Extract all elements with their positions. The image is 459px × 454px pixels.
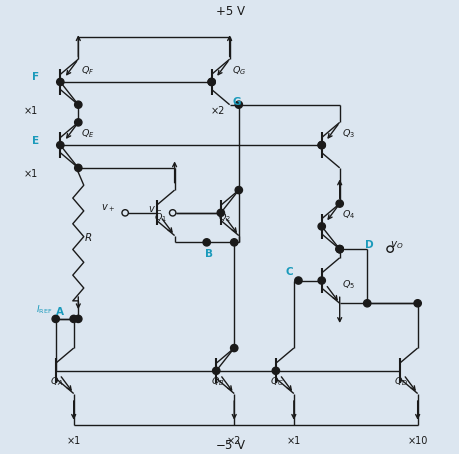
Text: D: D [364, 240, 373, 250]
Circle shape [56, 79, 64, 85]
Text: $v_-$: $v_-$ [148, 203, 162, 213]
Text: $Q_{E}$: $Q_{E}$ [80, 128, 94, 140]
Circle shape [363, 300, 370, 307]
Text: ×1: ×1 [23, 106, 38, 116]
Text: ×2: ×2 [210, 106, 225, 116]
Text: $v_O$: $v_O$ [389, 240, 403, 252]
Text: F: F [32, 73, 39, 83]
Circle shape [336, 246, 342, 253]
Text: $Q_{1}$: $Q_{1}$ [153, 211, 167, 223]
Text: $I_{\mathrm{REF}}$: $I_{\mathrm{REF}}$ [36, 304, 52, 316]
Text: $Q_{F}$: $Q_{F}$ [80, 64, 94, 77]
Circle shape [230, 239, 237, 246]
Text: $-$5 V: $-$5 V [214, 439, 245, 452]
Circle shape [317, 142, 325, 149]
Circle shape [217, 209, 224, 217]
Text: $v_+$: $v_+$ [101, 202, 114, 214]
Text: $Q_{A}$: $Q_{A}$ [50, 376, 64, 388]
Text: $R$: $R$ [84, 231, 92, 242]
Circle shape [317, 277, 325, 284]
Circle shape [413, 300, 420, 307]
Text: ×1: ×1 [286, 436, 300, 446]
Circle shape [70, 315, 77, 322]
Text: B: B [205, 249, 213, 259]
Text: C: C [285, 266, 292, 276]
Circle shape [212, 367, 219, 375]
Text: $Q_{C}$: $Q_{C}$ [270, 376, 284, 388]
Text: ×1: ×1 [23, 169, 38, 179]
Circle shape [235, 101, 242, 109]
Circle shape [235, 187, 242, 194]
Circle shape [317, 223, 325, 230]
Text: ×10: ×10 [407, 436, 427, 446]
Circle shape [74, 119, 82, 126]
Text: E: E [32, 136, 39, 146]
Text: $Q_{4}$: $Q_{4}$ [341, 209, 354, 222]
Circle shape [317, 142, 325, 149]
Circle shape [207, 79, 215, 85]
Circle shape [272, 367, 279, 375]
Circle shape [230, 345, 237, 352]
Circle shape [207, 79, 215, 85]
Circle shape [74, 101, 82, 109]
Text: $Q_{B}$: $Q_{B}$ [210, 376, 224, 388]
Text: $Q_{3}$: $Q_{3}$ [341, 128, 354, 140]
Circle shape [74, 315, 82, 322]
Circle shape [202, 239, 210, 246]
Text: $Q_{2}$: $Q_{2}$ [218, 211, 230, 223]
Text: ×2: ×2 [227, 436, 241, 446]
Text: $Q_{5}$: $Q_{5}$ [341, 279, 354, 291]
Text: A: A [56, 307, 64, 317]
Circle shape [294, 277, 302, 284]
Text: +5 V: +5 V [215, 5, 244, 19]
Circle shape [336, 246, 342, 253]
Circle shape [56, 142, 64, 149]
Text: G: G [232, 98, 240, 108]
Circle shape [336, 246, 342, 253]
Circle shape [336, 200, 342, 207]
Text: $Q_{D}$: $Q_{D}$ [393, 376, 408, 388]
Circle shape [74, 164, 82, 172]
Text: $Q_{G}$: $Q_{G}$ [231, 64, 246, 77]
Text: ×1: ×1 [67, 436, 81, 446]
Circle shape [52, 315, 59, 322]
